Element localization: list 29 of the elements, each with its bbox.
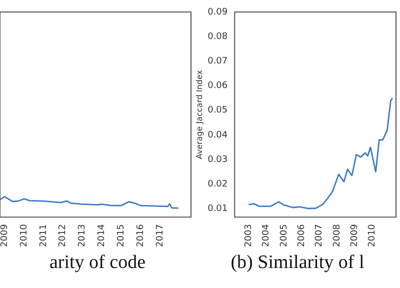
text: (b) Similarity of l — [230, 252, 366, 274]
x-tick-label: 2004 — [262, 224, 272, 247]
x-tick-label: 2012 — [58, 224, 68, 247]
y-tick-label: 0.05 — [208, 106, 228, 116]
y-tick-label: 0.01 — [208, 204, 228, 214]
x-tick-label: 2010 — [19, 224, 30, 247]
x-tick-label: 2014 — [97, 224, 108, 247]
y-tick-label: 0.03 — [208, 154, 228, 165]
y-axis-title: Average Jaccard Index — [194, 70, 204, 160]
x-tick-label: 2013 — [78, 224, 88, 247]
text: arity of code — [48, 252, 146, 274]
x-tick-label: 2009 — [0, 224, 10, 247]
x-tick-label: 2007 — [314, 224, 325, 247]
y-tick-label: 0.08 — [208, 32, 228, 42]
x-tick-label: 2009 — [350, 224, 360, 247]
x-tick-label: 2005 — [279, 224, 290, 247]
x-tick-label: 2006 — [296, 224, 307, 247]
x-tick-label: 2011 — [38, 224, 49, 247]
y-tick-label: 0.09 — [208, 7, 228, 18]
x-tick-label: 2017 — [155, 224, 166, 247]
x-tick-label: 2015 — [116, 224, 126, 247]
x-tick-label: 2003 — [244, 224, 254, 247]
x-tick-label: 2008 — [332, 224, 342, 247]
x-tick-label: 2010 — [368, 224, 378, 247]
y-tick-label: 0.02 — [208, 179, 228, 190]
y-tick-label: 0.07 — [208, 56, 228, 67]
y-tick-label: 0.06 — [208, 81, 228, 92]
y-tick-label: 0.04 — [208, 130, 228, 140]
x-tick-label: 2016 — [136, 224, 146, 247]
